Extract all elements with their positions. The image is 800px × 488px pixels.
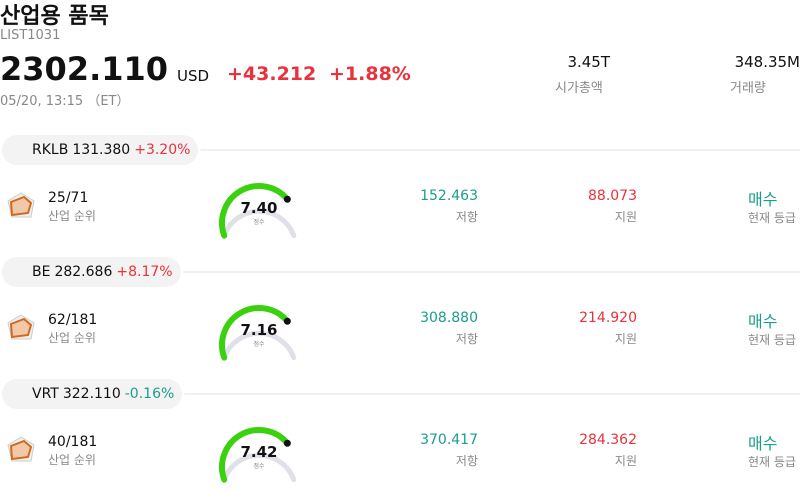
score-label: 점수	[253, 219, 265, 226]
radar	[9, 317, 33, 339]
rank-label: 산업 순위	[48, 331, 96, 345]
rating: 매수	[748, 434, 778, 453]
gauge-fill	[219, 427, 291, 483]
support-label: 지원	[614, 332, 637, 346]
resistance: 370.417	[420, 432, 478, 448]
gauge-track	[221, 330, 297, 361]
rank-label: 산업 순위	[48, 209, 96, 223]
time: 05/20, 13:15 （ET）	[0, 94, 130, 109]
change-pct: +1.88%	[329, 63, 411, 85]
support: 88.073	[588, 188, 637, 204]
gauge-dot	[283, 439, 291, 447]
rating: 매수	[748, 190, 778, 209]
market-cap: 3.45T	[567, 53, 610, 71]
support: 284.362	[579, 432, 637, 448]
rank-label: 산업 순위	[48, 453, 96, 467]
score: 7.40	[240, 199, 278, 217]
resistance-label: 저항	[455, 454, 478, 468]
gauge-fill	[219, 305, 291, 361]
rank: 62/181	[48, 312, 98, 328]
support-label: 지원	[614, 210, 637, 224]
rating-label: 현재 등급	[748, 333, 796, 347]
stock-pill[interactable]: VRT 322.110 -0.16%	[2, 379, 183, 409]
ticker: RKLB	[32, 142, 69, 158]
gauge-dot	[283, 195, 291, 203]
radar	[9, 439, 33, 461]
rating-label: 현재 등급	[748, 211, 796, 225]
market-cap-label: 시가총액	[555, 81, 603, 96]
currency: USD	[177, 67, 210, 85]
gauge-track	[221, 208, 297, 239]
rating: 매수	[748, 312, 778, 331]
stock-pill[interactable]: BE 282.686 +8.17%	[2, 257, 181, 287]
change: +3.20%	[134, 142, 191, 158]
volume-label: 거래량	[730, 81, 766, 96]
radar	[9, 195, 33, 217]
gauge-dot	[283, 317, 291, 325]
resistance-label: 저항	[455, 332, 478, 346]
code: LIST1031	[0, 28, 61, 43]
price: 282.686	[54, 264, 113, 280]
resistance: 152.463	[420, 188, 478, 204]
score: 7.16	[240, 321, 278, 339]
support: 214.920	[579, 310, 637, 326]
rank: 40/181	[48, 434, 98, 450]
gauge-fill	[219, 183, 291, 239]
gauge-track	[221, 452, 297, 483]
resistance: 308.880	[420, 310, 478, 326]
price: 131.380	[72, 142, 131, 158]
rank: 25/71	[48, 190, 89, 206]
score-label: 점수	[253, 463, 265, 470]
change: +8.17%	[116, 264, 173, 280]
ticker: BE	[32, 264, 51, 280]
resistance-label: 저항	[455, 210, 478, 224]
title: 산업용 품목	[0, 4, 109, 29]
score: 7.42	[240, 443, 278, 461]
volume: 348.35M	[734, 53, 800, 71]
price: 2302.110	[0, 50, 169, 88]
change: -0.16%	[124, 386, 175, 402]
price: 322.110	[62, 386, 121, 402]
rating-label: 현재 등급	[748, 455, 796, 469]
stock-pill[interactable]: RKLB 131.380 +3.20%	[2, 135, 199, 165]
change: +43.212	[227, 63, 317, 85]
ticker: VRT	[32, 386, 59, 402]
support-label: 지원	[614, 454, 637, 468]
score-label: 점수	[253, 341, 265, 348]
